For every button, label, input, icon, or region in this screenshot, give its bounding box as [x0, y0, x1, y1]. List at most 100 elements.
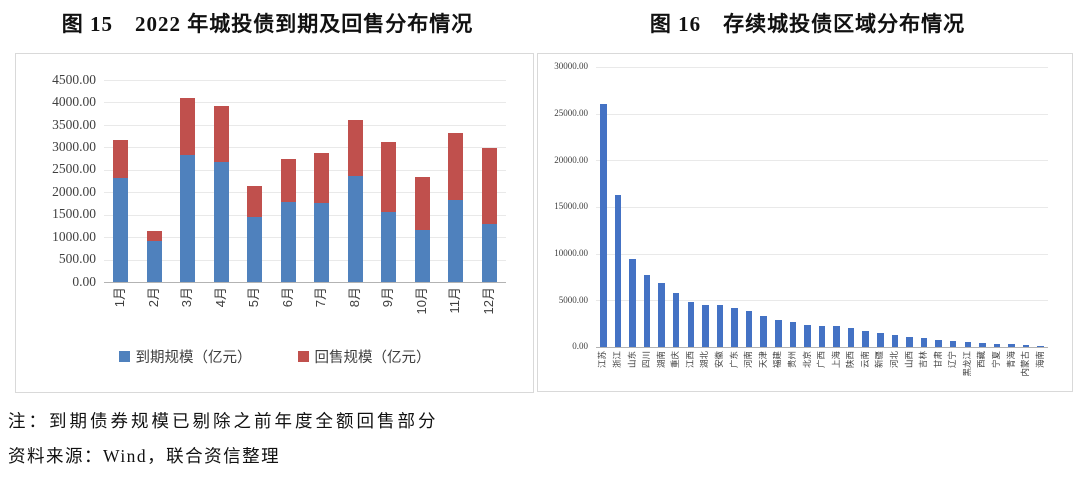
x-axis-category-label: 河北 — [889, 351, 900, 369]
bar-云南-存续规模（亿元） — [862, 331, 869, 347]
bar-4月-到期规模（亿元） — [213, 161, 229, 282]
x-axis-category-label: 江苏 — [597, 351, 608, 369]
chart-legend: 到期规模（亿元） 回售规模（亿元） — [16, 346, 533, 367]
x-axis-category-label: 12月 — [480, 287, 496, 315]
bar-浙江-存续规模（亿元） — [614, 194, 622, 347]
x-axis-category-label: 8月 — [346, 287, 362, 308]
bar-4月-回售规模（亿元） — [213, 105, 229, 162]
x-axis-category-label: 广东 — [728, 351, 739, 369]
x-axis-category-label: 山西 — [903, 351, 914, 369]
x-axis-category-label: 西藏 — [976, 351, 987, 369]
x-axis-category-label: 2月 — [145, 287, 161, 308]
gridline — [104, 80, 506, 81]
x-axis-line — [596, 347, 1048, 348]
x-axis-category-label: 6月 — [279, 287, 295, 308]
x-axis-category-label: 1月 — [112, 287, 128, 308]
gridline — [104, 237, 506, 239]
x-axis-category-label: 浙江 — [611, 351, 622, 369]
x-axis-category-label: 11月 — [447, 287, 463, 314]
note-source-remark: 注：到期债券规模已剔除之前年度全额回售部分 — [8, 411, 439, 431]
legend-label: 到期规模（亿元） — [135, 350, 252, 366]
gridline — [104, 169, 506, 171]
x-axis-category-label: 福建 — [772, 351, 783, 369]
y-axis-tick-label: 5000.00 — [558, 294, 588, 305]
legend-item: 回售规模（亿元） — [297, 346, 431, 367]
x-axis-category-label: 上海 — [830, 351, 841, 369]
bar-海南-存续规模（亿元） — [1037, 345, 1044, 347]
bar-1月-到期规模（亿元） — [113, 178, 129, 282]
bar-9月-回售规模（亿元） — [381, 141, 397, 212]
x-axis-category-label: 山东 — [626, 351, 637, 369]
bar-宁夏-存续规模（亿元） — [993, 343, 1001, 347]
bar-11月-到期规模（亿元） — [448, 200, 464, 282]
gridline — [596, 160, 1048, 162]
y-axis-tick-label: 10000.00 — [554, 248, 588, 259]
gridline — [596, 300, 1048, 302]
y-axis-tick-label: 0.00 — [572, 341, 588, 352]
bar-吉林-存续规模（亿元） — [920, 338, 928, 347]
gridline — [104, 102, 506, 104]
y-axis-tick-label: 0.00 — [72, 273, 96, 289]
bar-3月-回售规模（亿元） — [180, 97, 196, 155]
bar-6月-回售规模（亿元） — [280, 159, 296, 203]
legend-swatch-icon — [297, 351, 309, 362]
figure-notes: 注：到期债券规模已剔除之前年度全额回售部分 资料来源：Wind，联合资信整理 — [8, 404, 439, 474]
gridline — [596, 67, 1048, 68]
bar-河北-存续规模（亿元） — [891, 334, 899, 347]
x-axis-category-label: 内蒙古 — [1020, 351, 1031, 377]
bar-5月-回售规模（亿元） — [247, 185, 263, 217]
x-axis-category-label: 7月 — [313, 287, 329, 308]
y-axis-tick-label: 4500.00 — [52, 71, 96, 87]
bar-湖南-存续规模（亿元） — [658, 282, 665, 347]
figure15-chart-panel: 0.00 500.00 1000.00 1500.00 2000.00 2500.00 30… — [15, 53, 534, 393]
x-axis-category-label: 湖北 — [699, 351, 710, 369]
x-axis-category-label: 贵州 — [786, 351, 797, 369]
bar-重庆-存续规模（亿元） — [672, 292, 680, 347]
bar-1月-回售规模（亿元） — [113, 140, 129, 179]
x-axis-category-label: 吉林 — [918, 351, 929, 369]
x-axis-category-label: 江西 — [684, 351, 695, 369]
y-axis-tick-label: 20000.00 — [554, 154, 588, 165]
bar-黑龙江-存续规模（亿元） — [964, 342, 972, 347]
x-axis-category-label: 云南 — [859, 351, 870, 369]
figure15-title: 图 15 2022 年城投债到期及回售分布情况 — [61, 12, 474, 36]
legend-swatch-icon — [118, 351, 130, 362]
x-axis-category-label: 重庆 — [670, 351, 681, 369]
y-axis-tick-label: 1000.00 — [52, 228, 96, 244]
x-axis-category-label: 湖南 — [655, 351, 666, 369]
gridline — [104, 259, 506, 261]
y-axis-tick-label: 25000.00 — [554, 108, 588, 119]
x-axis-category-label: 海南 — [1034, 351, 1045, 369]
x-axis-category-label: 黑龙江 — [961, 351, 972, 377]
x-axis-category-label: 河南 — [743, 351, 754, 369]
y-axis-tick-label: 2500.00 — [52, 161, 96, 177]
y-axis-tick-label: 2000.00 — [52, 183, 96, 199]
bar-12月-回售规模（亿元） — [481, 147, 497, 224]
x-axis-category-label: 安徽 — [714, 351, 725, 369]
bar-6月-到期规模（亿元） — [280, 202, 296, 282]
x-axis-category-label: 天津 — [757, 351, 768, 369]
x-axis-category-label: 新疆 — [874, 351, 885, 369]
bar-辽宁-存续规模（亿元） — [949, 341, 957, 347]
bar-江苏-存续规模（亿元） — [600, 104, 607, 347]
y-axis-tick-label: 3000.00 — [52, 138, 96, 154]
bar-3月-到期规模（亿元） — [180, 154, 196, 282]
bar-8月-回售规模（亿元） — [347, 120, 363, 177]
bar-广西-存续规模（亿元） — [818, 325, 826, 347]
gridline — [596, 253, 1048, 255]
x-axis-category-label: 5月 — [246, 287, 262, 308]
x-axis-category-label: 9月 — [380, 287, 396, 308]
bar-贵州-存续规模（亿元） — [789, 321, 797, 347]
y-axis-tick-label: 500.00 — [58, 251, 96, 267]
x-axis-category-label: 10月 — [413, 287, 429, 315]
bar-北京-存续规模（亿元） — [804, 324, 811, 347]
bar-9月-到期规模（亿元） — [381, 211, 397, 282]
x-axis-category-label: 甘肃 — [932, 351, 943, 369]
bar-5月-到期规模（亿元） — [247, 216, 263, 282]
x-axis-category-label: 北京 — [801, 351, 812, 369]
gridline — [104, 214, 506, 216]
x-axis-category-label: 四川 — [641, 351, 652, 369]
legend-item: 到期规模（亿元） — [118, 346, 252, 367]
bar-山东-存续规模（亿元） — [629, 259, 636, 347]
bar-甘肃-存续规模（亿元） — [935, 339, 942, 347]
